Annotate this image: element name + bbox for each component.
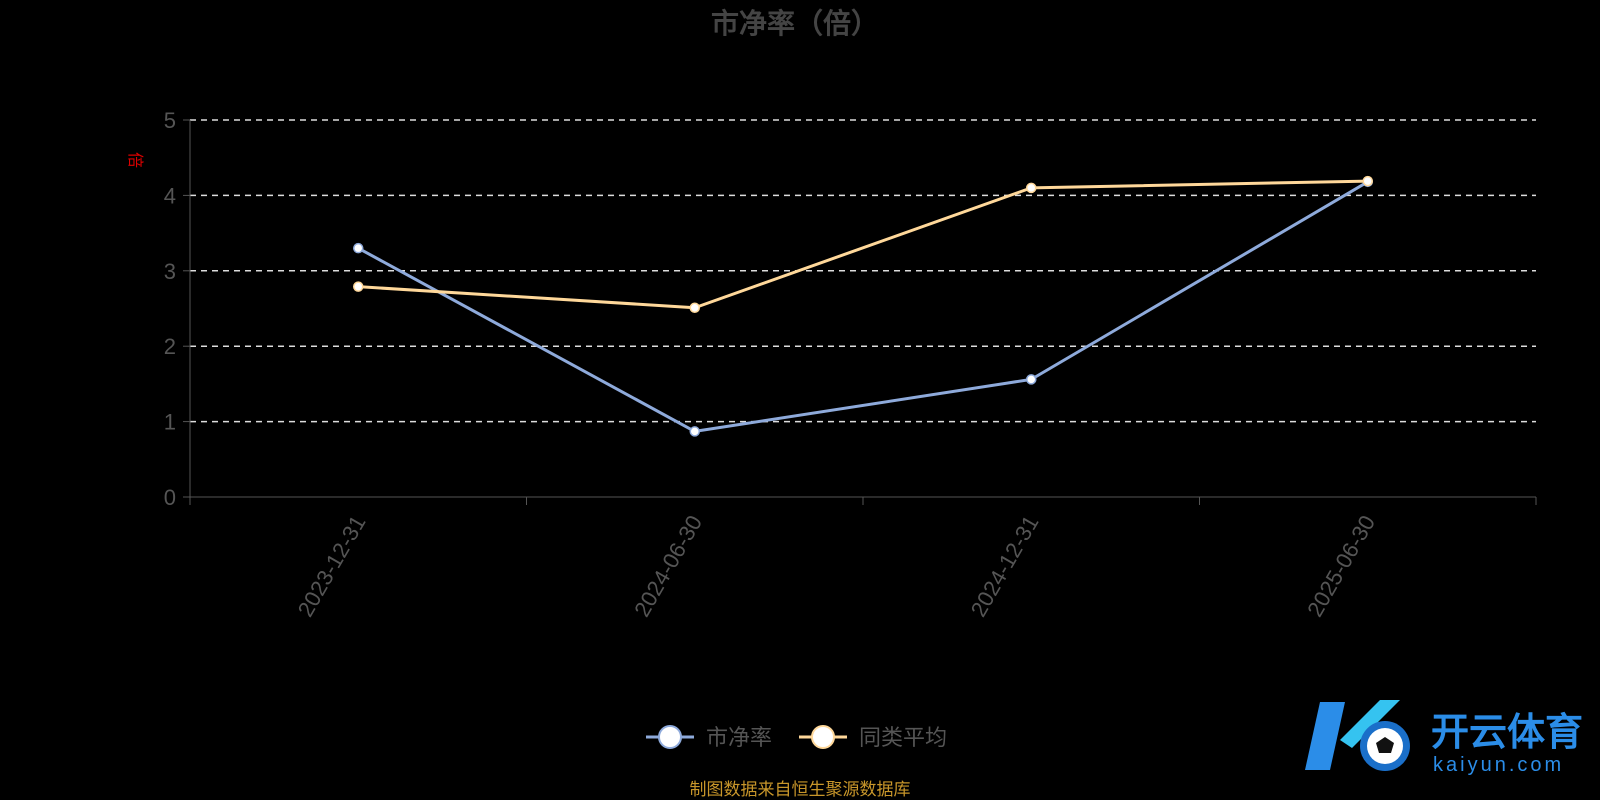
series-0-point bbox=[689, 426, 700, 437]
chart-title: 市净率（倍） bbox=[711, 7, 879, 39]
gridlines bbox=[190, 119, 1536, 423]
series-lines bbox=[353, 175, 1373, 437]
y-tick-labels: 0 1 2 3 4 5 bbox=[164, 108, 190, 510]
watermark-domain: kaiyun.com bbox=[1433, 754, 1564, 776]
legend-item-1[interactable]: 同类平均 bbox=[799, 725, 947, 750]
series-0-point bbox=[1026, 374, 1037, 385]
watermark-logo: 开云体育 kaiyun.com bbox=[1305, 700, 1583, 776]
x-tick-label: 2023-12-31 bbox=[293, 511, 371, 621]
legend-label: 市净率 bbox=[706, 725, 772, 750]
series-1-point bbox=[1362, 175, 1373, 187]
legend-marker bbox=[811, 725, 835, 749]
legend-item-0[interactable]: 市净率 bbox=[646, 725, 772, 750]
y-tick-label: 2 bbox=[164, 334, 176, 359]
series-1-point bbox=[689, 302, 700, 313]
y-tick-label: 5 bbox=[164, 108, 176, 133]
y-tick-label: 1 bbox=[164, 410, 176, 435]
series-1-point bbox=[1026, 182, 1037, 194]
legend-label: 同类平均 bbox=[859, 725, 947, 750]
source-note: 制图数据来自恒生聚源数据库 bbox=[690, 780, 911, 799]
legend-marker bbox=[658, 725, 682, 749]
y-tick-label: 0 bbox=[164, 485, 176, 510]
watermark-name: 开云体育 bbox=[1431, 712, 1583, 754]
axes bbox=[189, 120, 1536, 498]
y-axis-unit-label: 倍 bbox=[126, 152, 144, 168]
series-line-0 bbox=[357, 180, 1369, 433]
x-tick-labels: 2023-12-31 2024-06-30 2024-12-31 2025-06-30 bbox=[189, 497, 1537, 621]
x-tick-label: 2025-06-30 bbox=[1302, 511, 1380, 621]
series-line-1 bbox=[358, 179, 1368, 310]
series-1-point bbox=[353, 281, 364, 292]
x-tick-label: 2024-12-31 bbox=[966, 511, 1044, 621]
x-tick-label: 2024-06-30 bbox=[629, 511, 707, 621]
k-soccer-ball-logo-icon bbox=[1305, 700, 1410, 771]
y-tick-label: 3 bbox=[164, 259, 176, 284]
y-tick-label: 4 bbox=[164, 183, 176, 208]
series-0-point bbox=[353, 242, 364, 254]
legend[interactable]: 市净率 同类平均 bbox=[646, 725, 947, 750]
